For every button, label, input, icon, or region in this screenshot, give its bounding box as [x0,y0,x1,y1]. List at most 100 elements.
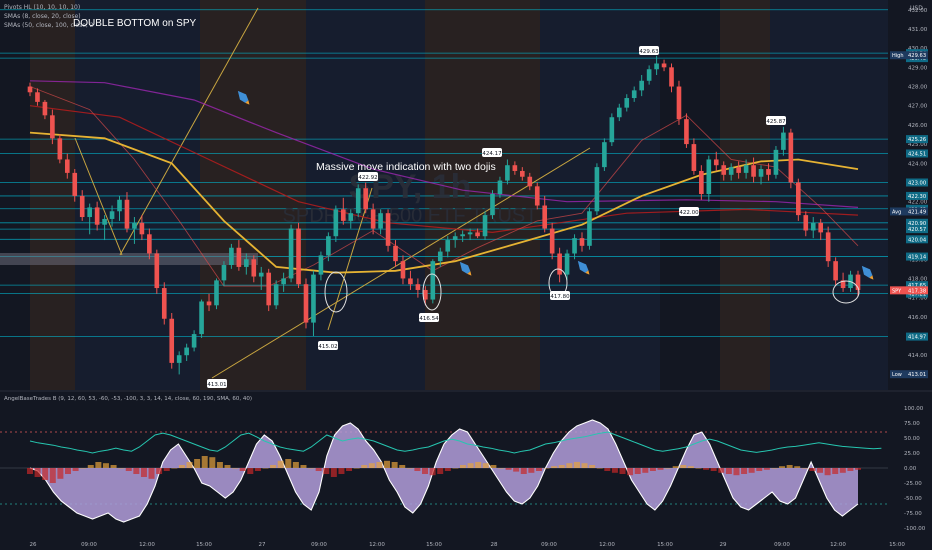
candle-body [385,213,391,246]
sma-red-fast-line [29,86,859,287]
rocket-icon [237,90,250,105]
candle-body [378,213,383,229]
pivot-label: 429.63 [639,49,659,55]
oscillator-hist-bar [573,462,580,468]
candle-body [72,172,78,196]
candle-body [602,142,607,168]
price-tick-label: 424.00 [908,161,928,167]
pivot-label-box [419,313,439,322]
pivot-label: 416.54 [419,316,439,322]
trendline-downtrend[interactable] [74,137,123,256]
candle-body [616,107,622,118]
oscillator-hist-bar [824,468,831,476]
candle-body [229,247,234,266]
session-bands [30,0,888,390]
candle-body [631,90,637,99]
price-tick-label: 426.00 [908,123,928,129]
oscillator-hist-bar [186,462,193,468]
candle-body [184,347,189,356]
level-price-label: 423.00 [908,180,926,186]
candle-body [467,232,473,235]
oscillator-hist-bar [703,468,710,470]
candle-body [788,132,794,183]
oscillator-hist-bar [497,468,504,469]
candle-body [303,284,309,323]
oscillator-tick-label: 25.00 [904,451,920,457]
pivot-label-box [550,291,570,300]
oscillator-hist-bar [201,456,208,468]
oscillator-hist-bar [338,468,345,474]
oscillator-hist-bar [725,468,732,474]
oscillator-hist-bar [346,468,353,471]
oscillator-hist-bar [125,468,132,471]
oscillator-hist-bar [528,468,535,473]
level-price-box [906,235,928,244]
candle-body [176,355,182,363]
indicator-label-sma-slow: SMAs (50, close, 100, close, 2 [4,22,94,29]
price-tag-value: 421.49 [908,209,926,215]
level-price-label: 422.30 [908,194,926,200]
candle-body [542,205,548,229]
oscillator-hist-bar [566,463,573,468]
candle-body [684,119,689,145]
oscillator-hist-bar [399,465,406,468]
oscillator-hist-bar [285,459,292,468]
oscillator-hist-bar [459,465,466,468]
oscillator-hist-bar [779,466,786,468]
oscillator-hist-bar [551,466,558,468]
time-tick-label: 12:00 [369,542,385,548]
price-tag-value: 417.38 [908,288,926,294]
candle-body [490,194,495,216]
level-price-label: 417.21 [908,292,926,298]
candle-body [609,117,615,143]
candle-body [728,167,734,175]
oscillator-hist-bar [148,468,155,479]
oscillator-hist-bar [72,468,79,471]
oscillator-hist-bar [657,468,664,470]
candle-body [161,288,167,319]
time-tick-label: 26 [30,542,37,548]
oscillator-hist-bar [619,468,626,474]
oscillator-hist-bar [680,465,687,468]
candle-body [445,240,451,252]
oscillator-title: AngelBaseTrades B (9, 12, 60, 53, -60, -… [4,396,252,402]
oscillator-hist-bar [604,468,611,471]
oscillator-hist-bar [513,468,520,472]
oscillator-hist-bar [710,468,717,471]
time-tick-label: 09:00 [774,542,790,548]
watermark-description: SPDR S&P 500 ETF TRUST [283,205,538,227]
time-tick-label: 29 [720,542,727,548]
session-band [540,0,660,390]
oscillator-hist-bar [437,468,444,474]
trendline-uptrend-steep[interactable] [327,187,373,331]
candle-body [147,234,152,254]
highlight-ellipse-doji-1 [324,271,348,313]
candle-body [102,218,107,225]
oscillator-hist-bar [57,468,64,479]
candle-body [430,261,436,300]
price-tag-name: High [892,53,904,59]
time-tick-label: 15:00 [657,542,673,548]
trendline-uptrend-long[interactable] [119,7,259,256]
oscillator-hist-bar [627,468,634,476]
candle-body [833,261,838,281]
candle-body [572,238,577,254]
oscillator-axis[interactable]: 100.00 75.00 50.00 25.00 0.00 -25.00 -50.00 -75… [904,406,926,532]
sma-purple-line [29,80,859,208]
price-tick-label: 416.00 [908,315,928,321]
oscillator-hist-bar [391,462,398,468]
oscillator-hist-bar [315,468,322,471]
oscillator-hist-bar [308,468,315,469]
price-tag-value-box [906,370,928,379]
session-band [30,0,75,390]
price-tag-value-box [906,286,928,295]
oscillator-hist-bar [110,465,117,468]
time-axis[interactable]: 26 09:00 12:00 15:00 27 09:00 12:00 15:00 28 09:0… [30,542,906,548]
candle-body [818,222,824,233]
oscillator-hist-bar [741,468,748,474]
candle-body [408,278,413,285]
time-tick-label: 09:00 [311,542,327,548]
candle-body [139,222,145,235]
candle-body [35,92,40,102]
candle-body [549,228,555,254]
